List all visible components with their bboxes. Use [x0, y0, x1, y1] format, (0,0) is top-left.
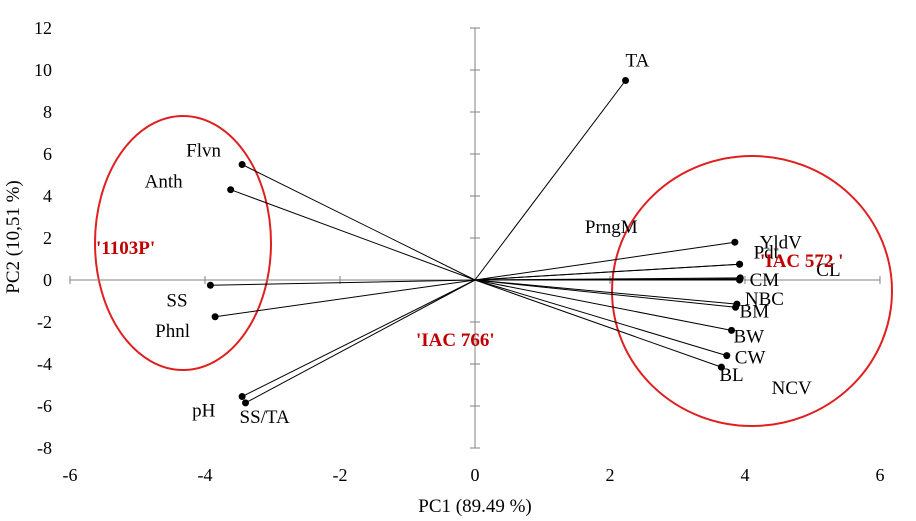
vector-line [474, 279, 727, 357]
vector-line [245, 279, 476, 404]
x-tick-label: -4 [198, 465, 213, 485]
x-tick-label: 2 [606, 465, 615, 485]
vector-line [474, 241, 735, 281]
vector-point [622, 77, 630, 84]
vector-point [732, 303, 740, 311]
vector-point [736, 260, 744, 268]
loading-vectors [206, 77, 744, 407]
vector-point [728, 326, 735, 334]
vector-point [242, 399, 249, 407]
vector-point [211, 313, 219, 321]
group-ellipse-1103p [94, 115, 272, 371]
variable-label: TA [626, 51, 650, 72]
axes: -6 -4 -2 0 2 4 6 -8 -6 -4 -2 0 2 4 6 8 10 12 [34, 18, 885, 485]
variable-label: YldV [760, 232, 803, 253]
vector-point [736, 275, 744, 283]
vector-line [474, 279, 722, 368]
group-label-1103p: '1103P' [96, 238, 155, 259]
variable-label: PrngM [585, 217, 638, 238]
vector-point [238, 161, 246, 168]
vector-line [474, 279, 732, 331]
variable-label: BW [734, 326, 765, 347]
vector-line [474, 279, 736, 308]
y-tick-label: 12 [34, 18, 52, 38]
vector-point [723, 352, 731, 360]
variable-label: SS/TA [240, 407, 290, 428]
vector-point [206, 281, 214, 289]
variable-label: pH [192, 401, 216, 422]
group-ellipse-iac572 [611, 155, 893, 427]
variable-label: Flvn [186, 141, 221, 162]
y-tick-label: 6 [43, 144, 52, 164]
y-tick-label: -4 [37, 354, 52, 374]
variable-label: CM [750, 270, 780, 291]
vector-point [717, 363, 725, 371]
vector-line [230, 189, 476, 281]
x-axis-title: PC1 (89.49 %) [418, 496, 531, 517]
y-tick-label: 0 [43, 270, 52, 290]
x-tick-label: -2 [333, 465, 348, 485]
group-circles [94, 115, 893, 427]
x-tick-label: -6 [63, 465, 78, 485]
y-tick-label: 4 [43, 186, 52, 206]
y-tick-label: 8 [43, 102, 52, 122]
y-tick-label: 10 [34, 60, 52, 80]
y-tick-label: -6 [37, 396, 52, 416]
variable-label: CW [735, 348, 766, 369]
variable-label: BM [740, 301, 770, 322]
vector-line [210, 279, 476, 286]
vector-line [474, 279, 737, 305]
variable-label: SS [166, 290, 187, 311]
variable-label: Phnl [155, 321, 190, 342]
y-tick-label: 2 [43, 228, 52, 248]
group-label-iac766: 'IAC 766' [416, 330, 495, 351]
group-label-iac572: 'IAC 572 ' [760, 251, 843, 272]
vector-line [241, 279, 476, 397]
vector-point [227, 186, 235, 194]
variable-label: NCV [772, 378, 812, 399]
variable-label: NBC [745, 289, 784, 310]
vector-point [238, 393, 246, 401]
vector-line [474, 278, 740, 281]
vector-line [474, 263, 740, 281]
y-tick-label: -8 [37, 438, 52, 458]
vector-line [241, 164, 476, 281]
x-tick-label: 4 [741, 465, 750, 485]
y-axis-title: PC2 (10,51 %) [3, 180, 24, 293]
x-tick-label: 0 [471, 465, 480, 485]
vector-line [474, 80, 626, 281]
variable-label: Pdt [754, 242, 780, 263]
variable-label: Anth [145, 172, 184, 193]
variable-label: BL [719, 365, 743, 386]
group-labels: '1103P' 'IAC 572 ' 'IAC 766' [96, 238, 843, 351]
y-tick-label: -2 [37, 312, 52, 332]
x-tick-label: 6 [876, 465, 885, 485]
vector-line [215, 279, 476, 318]
vector-point [731, 238, 739, 246]
variable-label: CL [816, 260, 840, 281]
